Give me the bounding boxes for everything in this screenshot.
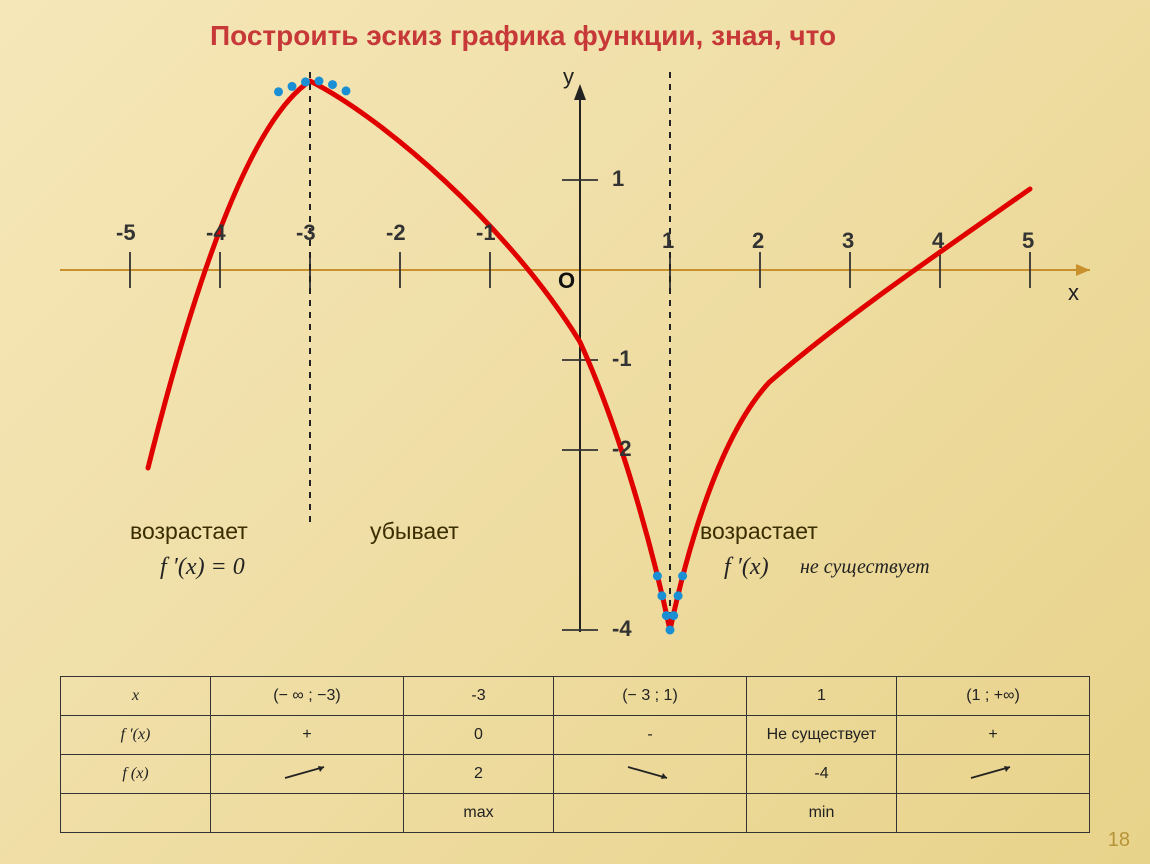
anno-decreases: убывает	[370, 518, 459, 545]
chart-svg	[60, 70, 1090, 635]
cell: 1	[746, 677, 896, 716]
cell: max	[403, 794, 553, 833]
x-tick-label: -4	[206, 220, 226, 246]
table-row-fprime: f ′(x) + 0 - Не существует +	[61, 716, 1090, 755]
anno-increases-right: возрастает	[700, 518, 818, 545]
sign-table: х (− ∞ ; −3) -3 (− 3 ; 1) 1 (1 ; +∞) f ′…	[60, 676, 1090, 833]
cell: (1 ; +∞)	[897, 677, 1090, 716]
anno-increases-left: возрастает	[130, 518, 248, 545]
cell-arrow-down	[554, 755, 747, 794]
formula-fprime-zero: f ′(x) = 0	[160, 554, 245, 581]
x-tick-label: -5	[116, 220, 136, 246]
x-tick-label: -1	[476, 220, 496, 246]
cell-arrow-up	[211, 755, 404, 794]
th-fprime: f ′(x)	[61, 716, 211, 755]
th-f: f (x)	[61, 755, 211, 794]
table-row-x: х (− ∞ ; −3) -3 (− 3 ; 1) 1 (1 ; +∞)	[61, 677, 1090, 716]
cell: -	[554, 716, 747, 755]
cell: (− ∞ ; −3)	[211, 677, 404, 716]
x-tick-label: -2	[386, 220, 406, 246]
x-tick-label: 3	[842, 228, 854, 254]
cell-empty	[211, 794, 404, 833]
chart-area: y x O возрастает убывает возрастает f ′(…	[60, 70, 1090, 635]
formula-fprime-dne-fx: f ′(x)	[724, 554, 769, 581]
cell: 2	[403, 755, 553, 794]
cell: Не существует	[746, 716, 896, 755]
x-axis-label: x	[1068, 280, 1079, 306]
x-tick-label: -3	[296, 220, 316, 246]
th-x: х	[61, 677, 211, 716]
cell: -3	[403, 677, 553, 716]
formula-fprime-dne-text: не существует	[800, 556, 930, 579]
table-row-minmax: max min	[61, 794, 1090, 833]
sign-table-wrap: х (− ∞ ; −3) -3 (− 3 ; 1) 1 (1 ; +∞) f ′…	[60, 676, 1090, 833]
x-tick-label: 4	[932, 228, 944, 254]
cell: min	[746, 794, 896, 833]
y-axis-label: y	[563, 64, 574, 90]
x-tick-label: 5	[1022, 228, 1034, 254]
y-tick-label: -1	[612, 346, 632, 372]
cell: (− 3 ; 1)	[554, 677, 747, 716]
cell-empty	[554, 794, 747, 833]
arrow-up-icon	[968, 763, 1018, 781]
x-tick-label: 1	[662, 228, 674, 254]
y-tick-label: -2	[612, 436, 632, 462]
cell-arrow-up	[897, 755, 1090, 794]
slide-number: 18	[1108, 829, 1130, 852]
origin-label: O	[558, 268, 575, 294]
cell: +	[211, 716, 404, 755]
cell-empty	[897, 794, 1090, 833]
cell: +	[897, 716, 1090, 755]
y-tick-label: -4	[612, 616, 632, 642]
y-tick-label: 1	[612, 166, 624, 192]
x-tick-label: 2	[752, 228, 764, 254]
arrow-up-icon	[282, 763, 332, 781]
slide: Построить эскиз графика функции, зная, ч…	[0, 0, 1150, 864]
page-title: Построить эскиз графика функции, зная, ч…	[210, 20, 836, 52]
cell-empty	[61, 794, 211, 833]
arrow-down-icon	[625, 763, 675, 781]
table-row-f: f (x) 2 -4	[61, 755, 1090, 794]
cell: 0	[403, 716, 553, 755]
cell: -4	[746, 755, 896, 794]
